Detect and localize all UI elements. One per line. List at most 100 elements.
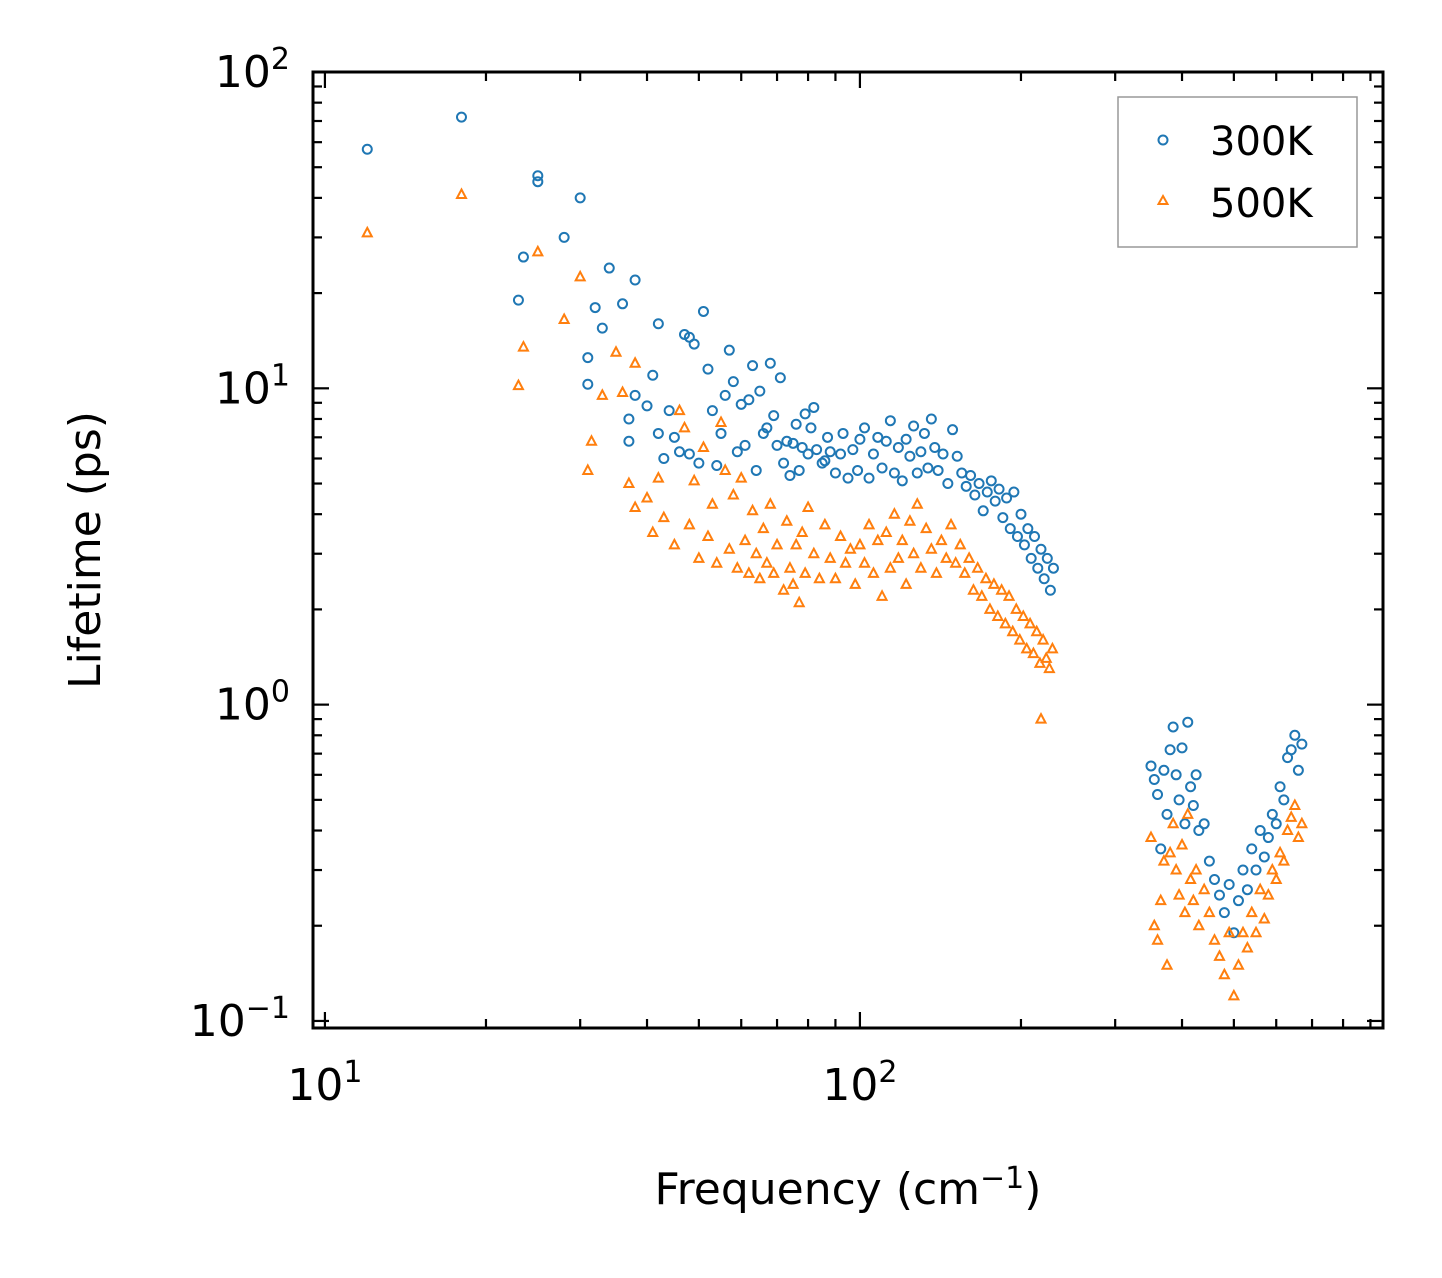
legend-label-500K: 500K (1210, 181, 1314, 227)
point-300K (663, 405, 675, 417)
point-300K (1155, 843, 1167, 855)
point-500K (813, 571, 826, 584)
point-300K (1015, 508, 1027, 520)
point-500K (983, 602, 997, 614)
point-300K (1296, 738, 1308, 750)
point-300K (558, 231, 570, 243)
point-500K (1178, 905, 1192, 918)
point-500K (892, 551, 905, 563)
point-500K (1273, 845, 1287, 858)
point-300K (867, 448, 879, 460)
point-500K (1166, 816, 1180, 829)
point-500K (585, 434, 598, 446)
point-300K (711, 460, 723, 472)
y-tick-label: 10−1 (190, 991, 290, 1047)
point-500K (1285, 810, 1298, 822)
point-300K (574, 192, 586, 204)
point-500K (888, 507, 901, 519)
point-300K (623, 435, 635, 447)
point-300K (1170, 769, 1182, 781)
point-500K (622, 476, 636, 489)
y-tick-label: 101 (215, 358, 290, 414)
point-300K (1029, 531, 1041, 543)
point-300K (929, 441, 941, 453)
point-500K (786, 577, 800, 589)
point-500K (701, 529, 715, 542)
point-300K (1258, 851, 1270, 863)
point-500K (1020, 641, 1033, 654)
point-500K (719, 463, 732, 475)
point-500K (1192, 918, 1205, 931)
point-300K (915, 446, 927, 458)
point-300K (1213, 889, 1225, 901)
point-300K (942, 478, 954, 490)
point-500K (1157, 854, 1171, 866)
point-500K (1013, 632, 1026, 645)
point-500K (777, 583, 790, 595)
point-500K (991, 609, 1004, 621)
point-300K (1274, 781, 1286, 793)
point-300K (1198, 818, 1210, 830)
point-300K (925, 413, 937, 425)
point-500K (1172, 887, 1186, 900)
point-500K (1236, 925, 1250, 938)
point-300K (589, 302, 601, 314)
point-500K (1277, 854, 1291, 866)
point-500K (657, 510, 670, 523)
point-500K (1258, 911, 1271, 924)
point-300K (781, 435, 793, 447)
point-500K (862, 517, 876, 530)
point-500K (1227, 988, 1241, 1001)
point-300K (603, 262, 615, 274)
legend-marker-500K (1156, 193, 1170, 205)
point-500K (557, 312, 571, 325)
point-300K (796, 441, 808, 453)
point-500K (455, 187, 468, 199)
point-300K (1004, 523, 1016, 535)
point-300K (847, 444, 859, 456)
point-300K (1285, 744, 1297, 756)
point-300K (977, 505, 989, 517)
point-300K (1145, 760, 1157, 772)
point-300K (647, 369, 659, 381)
point-300K (1038, 573, 1050, 585)
point-500K (750, 546, 763, 559)
point-500K (746, 503, 759, 516)
point-300K (778, 457, 790, 469)
point-300K (829, 467, 841, 479)
point-300K (872, 431, 884, 443)
point-300K (1025, 552, 1037, 564)
point-500K (801, 500, 815, 512)
point-300K (918, 427, 930, 439)
point-500K (640, 490, 654, 503)
point-500K (1249, 925, 1263, 938)
point-300K (673, 446, 685, 458)
point-300K (805, 422, 817, 434)
point-300K (719, 389, 731, 401)
plot-frame (311, 70, 1385, 1030)
axis-ticks (313, 70, 1383, 1028)
point-300K (658, 452, 670, 464)
point-500K (770, 537, 784, 550)
point-300K (852, 464, 864, 476)
point-300K (1182, 716, 1194, 728)
point-500K (962, 551, 976, 563)
point-500K (531, 244, 544, 257)
point-500K (944, 517, 958, 530)
point-500K (1148, 918, 1161, 931)
point-300K (715, 427, 727, 439)
point-300K (768, 410, 780, 422)
point-500K (668, 537, 681, 550)
point-500K (1151, 933, 1164, 945)
point-500K (723, 542, 736, 554)
point-300K (1270, 818, 1282, 830)
point-500K (1270, 872, 1283, 885)
legend-label-300K: 300K (1210, 119, 1314, 165)
point-300K (1187, 799, 1199, 811)
point-500K (834, 529, 847, 542)
point-500K (710, 556, 723, 568)
point-300K (1158, 764, 1170, 776)
scatter-points (361, 111, 1309, 1001)
point-300K (771, 439, 783, 451)
